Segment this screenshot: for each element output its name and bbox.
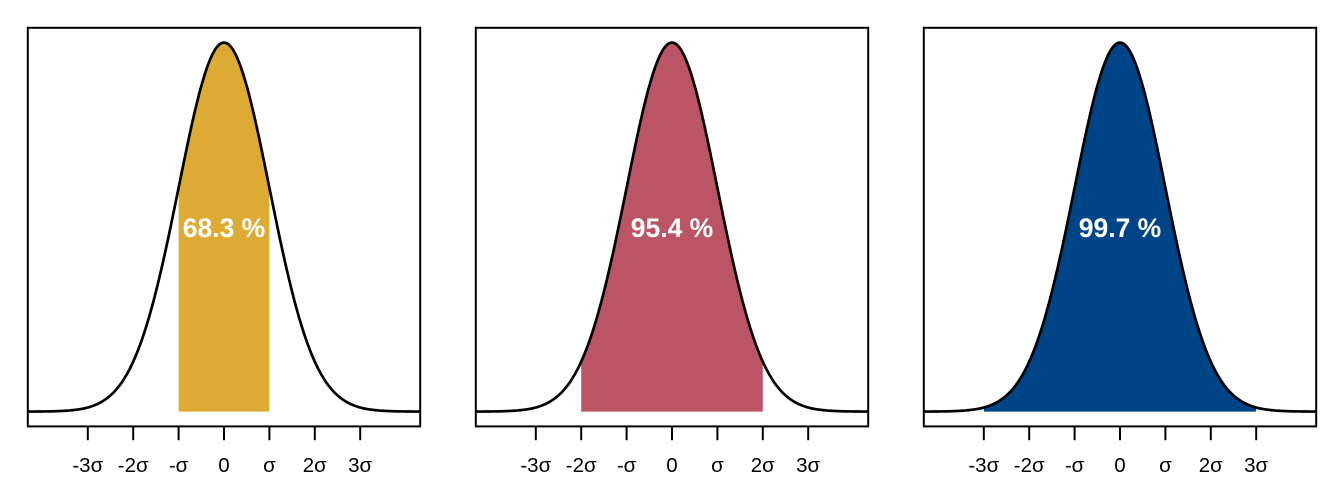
svg-text:2σ: 2σ: [303, 454, 327, 477]
svg-text:2σ: 2σ: [751, 454, 775, 477]
svg-text:99.7 %: 99.7 %: [1079, 213, 1162, 243]
svg-text:-3σ: -3σ: [520, 454, 551, 477]
svg-text:σ: σ: [1159, 454, 1172, 477]
svg-text:0: 0: [1114, 454, 1125, 477]
svg-text:0: 0: [218, 454, 229, 477]
svg-text:-2σ: -2σ: [1014, 454, 1045, 477]
svg-text:68.3 %: 68.3 %: [183, 213, 266, 243]
svg-text:3σ: 3σ: [796, 454, 820, 477]
svg-text:-σ: -σ: [169, 454, 189, 477]
svg-text:3σ: 3σ: [1244, 454, 1268, 477]
svg-text:σ: σ: [263, 454, 276, 477]
svg-text:-2σ: -2σ: [566, 454, 597, 477]
svg-text:-3σ: -3σ: [968, 454, 999, 477]
svg-text:95.4 %: 95.4 %: [631, 213, 714, 243]
svg-text:-σ: -σ: [1065, 454, 1085, 477]
svg-text:0: 0: [666, 454, 677, 477]
svg-text:-2σ: -2σ: [118, 454, 149, 477]
svg-text:-σ: -σ: [617, 454, 637, 477]
svg-text:3σ: 3σ: [348, 454, 372, 477]
svg-text:2σ: 2σ: [1199, 454, 1223, 477]
svg-text:-3σ: -3σ: [72, 454, 103, 477]
svg-text:σ: σ: [711, 454, 724, 477]
